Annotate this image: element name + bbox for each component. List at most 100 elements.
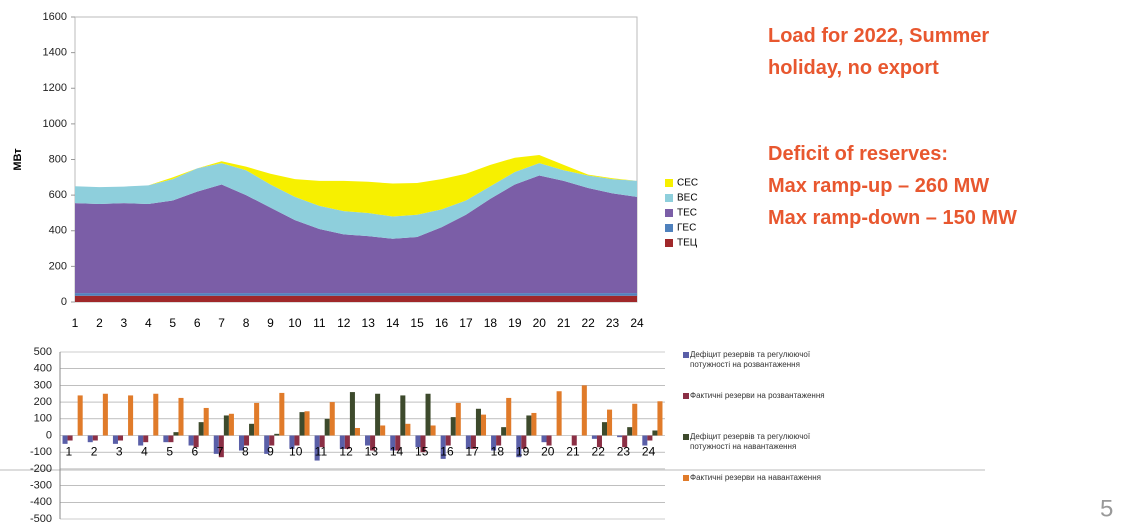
y-tick-label: -500 — [30, 513, 52, 522]
x-tick-label: 11 — [315, 445, 328, 459]
note-deficit: Max ramp-up – 260 MW — [768, 175, 989, 197]
bar — [657, 401, 663, 436]
bar — [430, 425, 436, 436]
bar — [143, 435, 149, 443]
legend-swatch — [683, 434, 689, 440]
x-tick-label: 22 — [592, 445, 606, 459]
y-tick-label: 1400 — [43, 47, 67, 59]
legend-label: Фактичні резерви на навантаження — [690, 473, 821, 482]
y-tick-label: 500 — [34, 346, 52, 358]
x-tick-label: 22 — [581, 316, 595, 330]
legend-item: Фактичні резерви на навантаження — [690, 473, 821, 482]
bar — [67, 435, 73, 441]
legend-swatch — [665, 239, 673, 247]
note-title: Load for 2022, Summer — [768, 25, 989, 47]
note-title: holiday, no export — [768, 57, 939, 79]
legend-swatch — [683, 475, 689, 481]
bar — [102, 393, 108, 436]
note-deficit: Deficit of reserves: — [768, 143, 948, 165]
bar — [254, 402, 260, 436]
bar — [465, 435, 471, 449]
bar — [274, 433, 280, 436]
legend-item: Фактичні резерви на розвантаження — [690, 391, 825, 400]
bar — [238, 435, 245, 451]
bar — [475, 408, 481, 436]
x-tick-label: 17 — [459, 316, 473, 330]
bar — [541, 435, 547, 443]
area — [75, 175, 637, 294]
x-tick-label: 8 — [242, 445, 249, 459]
legend-item: Дефіцит резервів та регулюючої потужност… — [690, 432, 810, 451]
bar — [138, 435, 144, 446]
y-tick-label: 800 — [49, 153, 67, 165]
bar — [87, 435, 93, 443]
y-tick-label: 200 — [34, 396, 52, 408]
bar — [294, 435, 300, 446]
bar — [314, 435, 320, 461]
x-tick-label: 20 — [533, 316, 547, 330]
bar — [354, 427, 360, 436]
legend-label: ВЕС — [677, 193, 698, 204]
legend-swatch — [665, 209, 673, 217]
x-tick-label: 15 — [410, 316, 424, 330]
x-tick-label: 9 — [267, 445, 274, 459]
legend-swatch — [665, 194, 673, 202]
bar — [223, 415, 229, 436]
y-axis-label: МВт — [12, 148, 24, 171]
x-tick-label: 18 — [484, 316, 498, 330]
x-tick-label: 4 — [145, 316, 152, 330]
bar — [128, 395, 134, 436]
bar — [622, 435, 628, 448]
bar — [62, 435, 68, 444]
x-tick-label: 13 — [365, 445, 379, 459]
bar — [642, 435, 648, 446]
legend-label: Дефіцит резервів та регулюючої потужност… — [690, 350, 811, 369]
bar — [324, 418, 330, 436]
bar — [455, 402, 461, 436]
x-tick-label: 18 — [491, 445, 505, 459]
x-tick-label: 20 — [541, 445, 555, 459]
bar — [299, 412, 305, 436]
bar — [571, 435, 577, 446]
bar — [491, 435, 497, 451]
legend-label: ТЕЦ — [677, 238, 698, 249]
area — [75, 293, 637, 296]
x-tick-label: 1 — [65, 445, 72, 459]
bar — [279, 392, 285, 436]
y-tick-label: 1600 — [43, 11, 67, 23]
bar — [319, 435, 325, 448]
y-tick-label: 600 — [49, 189, 67, 201]
bar — [117, 435, 124, 441]
x-tick-label: 16 — [435, 316, 449, 330]
bar — [581, 385, 587, 436]
bar — [445, 435, 451, 446]
y-tick-label: -100 — [30, 446, 52, 458]
bar — [596, 435, 602, 448]
area — [75, 163, 637, 239]
legend-label: Фактичні резерви на розвантаження — [690, 391, 825, 400]
bar — [375, 393, 381, 436]
y-tick-label: 400 — [34, 363, 52, 375]
bar — [380, 425, 386, 436]
x-tick-label: 7 — [218, 316, 225, 330]
bar — [627, 427, 633, 436]
x-tick-label: 17 — [465, 445, 479, 459]
x-tick-label: 2 — [96, 316, 103, 330]
bar — [213, 435, 219, 454]
bar — [601, 422, 608, 436]
bar — [365, 435, 371, 446]
legend-label: СЕС — [677, 178, 698, 189]
bar — [405, 423, 411, 436]
x-tick-label: 9 — [267, 316, 274, 330]
bar — [506, 397, 512, 436]
bar — [339, 435, 345, 449]
note-deficit: Max ramp-down – 150 MW — [768, 207, 1017, 229]
y-tick-label: 0 — [61, 296, 67, 308]
x-tick-label: 5 — [169, 316, 176, 330]
x-tick-label: 23 — [606, 316, 620, 330]
bar — [163, 435, 169, 443]
bar — [425, 393, 431, 436]
x-tick-label: 23 — [617, 445, 631, 459]
bar — [521, 435, 527, 449]
